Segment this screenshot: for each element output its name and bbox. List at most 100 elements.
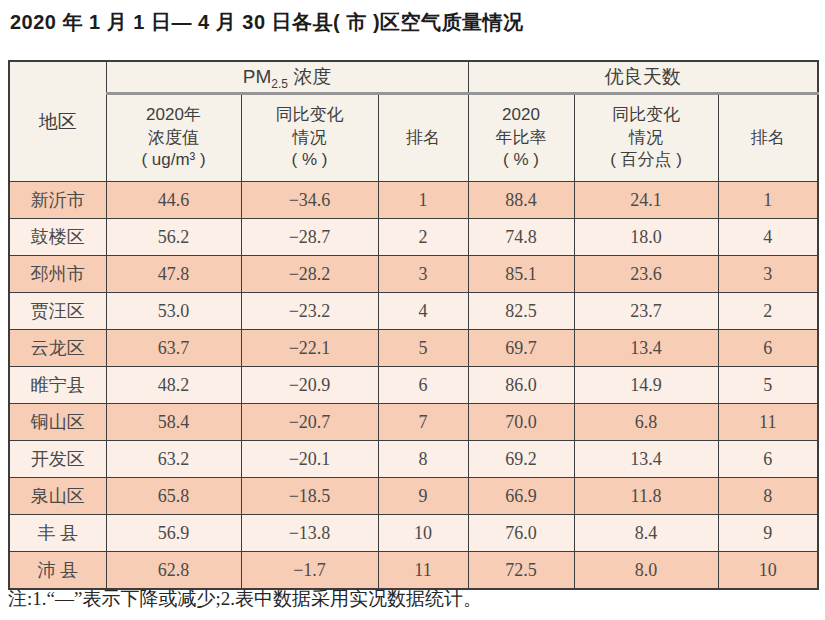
region-cell: 新沂市 xyxy=(9,182,106,219)
value-cell: 8 xyxy=(378,441,468,478)
table-row: 沛 县62.8−1.71172.58.010 xyxy=(9,552,818,590)
value-cell: −34.6 xyxy=(241,182,378,219)
value-cell: 2 xyxy=(378,219,468,256)
col-header-region: 地区 xyxy=(9,61,106,182)
value-cell: 24.1 xyxy=(574,182,718,219)
value-cell: 9 xyxy=(378,478,468,515)
value-cell: 63.2 xyxy=(106,441,241,478)
table-row: 开发区63.2−20.1869.213.46 xyxy=(9,441,818,478)
region-cell: 鼓楼区 xyxy=(9,219,106,256)
value-cell: 23.6 xyxy=(574,256,718,293)
value-cell: 85.1 xyxy=(468,256,574,293)
value-cell: 10 xyxy=(378,515,468,552)
value-cell: 6 xyxy=(378,367,468,404)
value-cell: 8 xyxy=(718,478,818,515)
value-cell: 23.7 xyxy=(574,293,718,330)
header-group-row: 地区 PM2.5 浓度 优良天数 xyxy=(9,61,818,94)
value-cell: −28.2 xyxy=(241,256,378,293)
pm25-label-subscript: 2.5 xyxy=(271,76,288,90)
value-cell: 70.0 xyxy=(468,404,574,441)
value-cell: 5 xyxy=(718,367,818,404)
value-cell: 14.9 xyxy=(574,367,718,404)
table-row: 新沂市44.6−34.6188.424.11 xyxy=(9,182,818,219)
value-cell: −20.7 xyxy=(241,404,378,441)
value-cell: −23.2 xyxy=(241,293,378,330)
value-cell: −20.9 xyxy=(241,367,378,404)
value-cell: 86.0 xyxy=(468,367,574,404)
value-cell: 6 xyxy=(718,441,818,478)
value-cell: −22.1 xyxy=(241,330,378,367)
value-cell: 65.8 xyxy=(106,478,241,515)
value-cell: 74.8 xyxy=(468,219,574,256)
value-cell: 56.9 xyxy=(106,515,241,552)
col-header-2020-ratio: 2020 年比率 ( % ) xyxy=(468,94,574,182)
value-cell: 88.4 xyxy=(468,182,574,219)
table-row: 铜山区58.4−20.7770.06.811 xyxy=(9,404,818,441)
region-cell: 睢宁县 xyxy=(9,367,106,404)
value-cell: 10 xyxy=(718,552,818,590)
col-header-2020-concentration: 2020年 浓度值 ( ug/m³ ) xyxy=(106,94,241,182)
value-cell: 1 xyxy=(378,182,468,219)
value-cell: 6.8 xyxy=(574,404,718,441)
value-cell: −13.8 xyxy=(241,515,378,552)
col-header-gooddays-rank: 排名 xyxy=(718,94,818,182)
value-cell: −18.5 xyxy=(241,478,378,515)
value-cell: 11.8 xyxy=(574,478,718,515)
value-cell: 53.0 xyxy=(106,293,241,330)
value-cell: 66.9 xyxy=(468,478,574,515)
table-row: 邳州市47.8−28.2385.123.63 xyxy=(9,256,818,293)
col-header-pm25-rank: 排名 xyxy=(378,94,468,182)
value-cell: 62.8 xyxy=(106,552,241,590)
value-cell: −20.1 xyxy=(241,441,378,478)
region-cell: 丰 县 xyxy=(9,515,106,552)
value-cell: 7 xyxy=(378,404,468,441)
value-cell: 9 xyxy=(718,515,818,552)
value-cell: 69.2 xyxy=(468,441,574,478)
page-title: 2020 年 1 月 1 日— 4 月 30 日各县( 市 )区空气质量情况 xyxy=(10,9,524,36)
value-cell: 58.4 xyxy=(106,404,241,441)
pm25-label-rest: 浓度 xyxy=(288,66,331,87)
table-body: 新沂市44.6−34.6188.424.11鼓楼区56.2−28.7274.81… xyxy=(9,182,818,590)
table-row: 鼓楼区56.2−28.7274.818.04 xyxy=(9,219,818,256)
region-cell: 贾汪区 xyxy=(9,293,106,330)
region-cell: 泉山区 xyxy=(9,478,106,515)
region-cell: 邳州市 xyxy=(9,256,106,293)
value-cell: 8.0 xyxy=(574,552,718,590)
value-cell: 1 xyxy=(718,182,818,219)
value-cell: 69.7 xyxy=(468,330,574,367)
region-cell: 铜山区 xyxy=(9,404,106,441)
table-row: 睢宁县48.2−20.9686.014.95 xyxy=(9,367,818,404)
value-cell: 8.4 xyxy=(574,515,718,552)
value-cell: 3 xyxy=(718,256,818,293)
value-cell: 47.8 xyxy=(106,256,241,293)
value-cell: 6 xyxy=(718,330,818,367)
header-sub-row: 2020年 浓度值 ( ug/m³ ) 同比变化 情况 ( % ) 排名 202… xyxy=(9,94,818,182)
value-cell: 11 xyxy=(378,552,468,590)
value-cell: 18.0 xyxy=(574,219,718,256)
air-quality-table: 地区 PM2.5 浓度 优良天数 2020年 浓度值 ( ug/m³ ) 同比变… xyxy=(8,60,819,590)
value-cell: 13.4 xyxy=(574,441,718,478)
value-cell: 4 xyxy=(378,293,468,330)
value-cell: 4 xyxy=(718,219,818,256)
value-cell: 48.2 xyxy=(106,367,241,404)
table-row: 泉山区65.8−18.5966.911.88 xyxy=(9,478,818,515)
value-cell: 82.5 xyxy=(468,293,574,330)
col-group-good-days: 优良天数 xyxy=(468,61,818,94)
value-cell: 11 xyxy=(718,404,818,441)
pm25-label-main: PM xyxy=(243,66,272,87)
value-cell: 44.6 xyxy=(106,182,241,219)
region-cell: 开发区 xyxy=(9,441,106,478)
value-cell: 3 xyxy=(378,256,468,293)
value-cell: 2 xyxy=(718,293,818,330)
value-cell: 13.4 xyxy=(574,330,718,367)
table-row: 丰 县56.9−13.81076.08.49 xyxy=(9,515,818,552)
col-header-pm25-yoy-change: 同比变化 情况 ( % ) xyxy=(241,94,378,182)
table-row: 贾汪区53.0−23.2482.523.72 xyxy=(9,293,818,330)
value-cell: 72.5 xyxy=(468,552,574,590)
value-cell: 56.2 xyxy=(106,219,241,256)
col-group-pm25: PM2.5 浓度 xyxy=(106,61,468,94)
value-cell: −28.7 xyxy=(241,219,378,256)
value-cell: −1.7 xyxy=(241,552,378,590)
region-cell: 沛 县 xyxy=(9,552,106,590)
col-header-gooddays-yoy-change: 同比变化 情况 ( 百分点 ) xyxy=(574,94,718,182)
